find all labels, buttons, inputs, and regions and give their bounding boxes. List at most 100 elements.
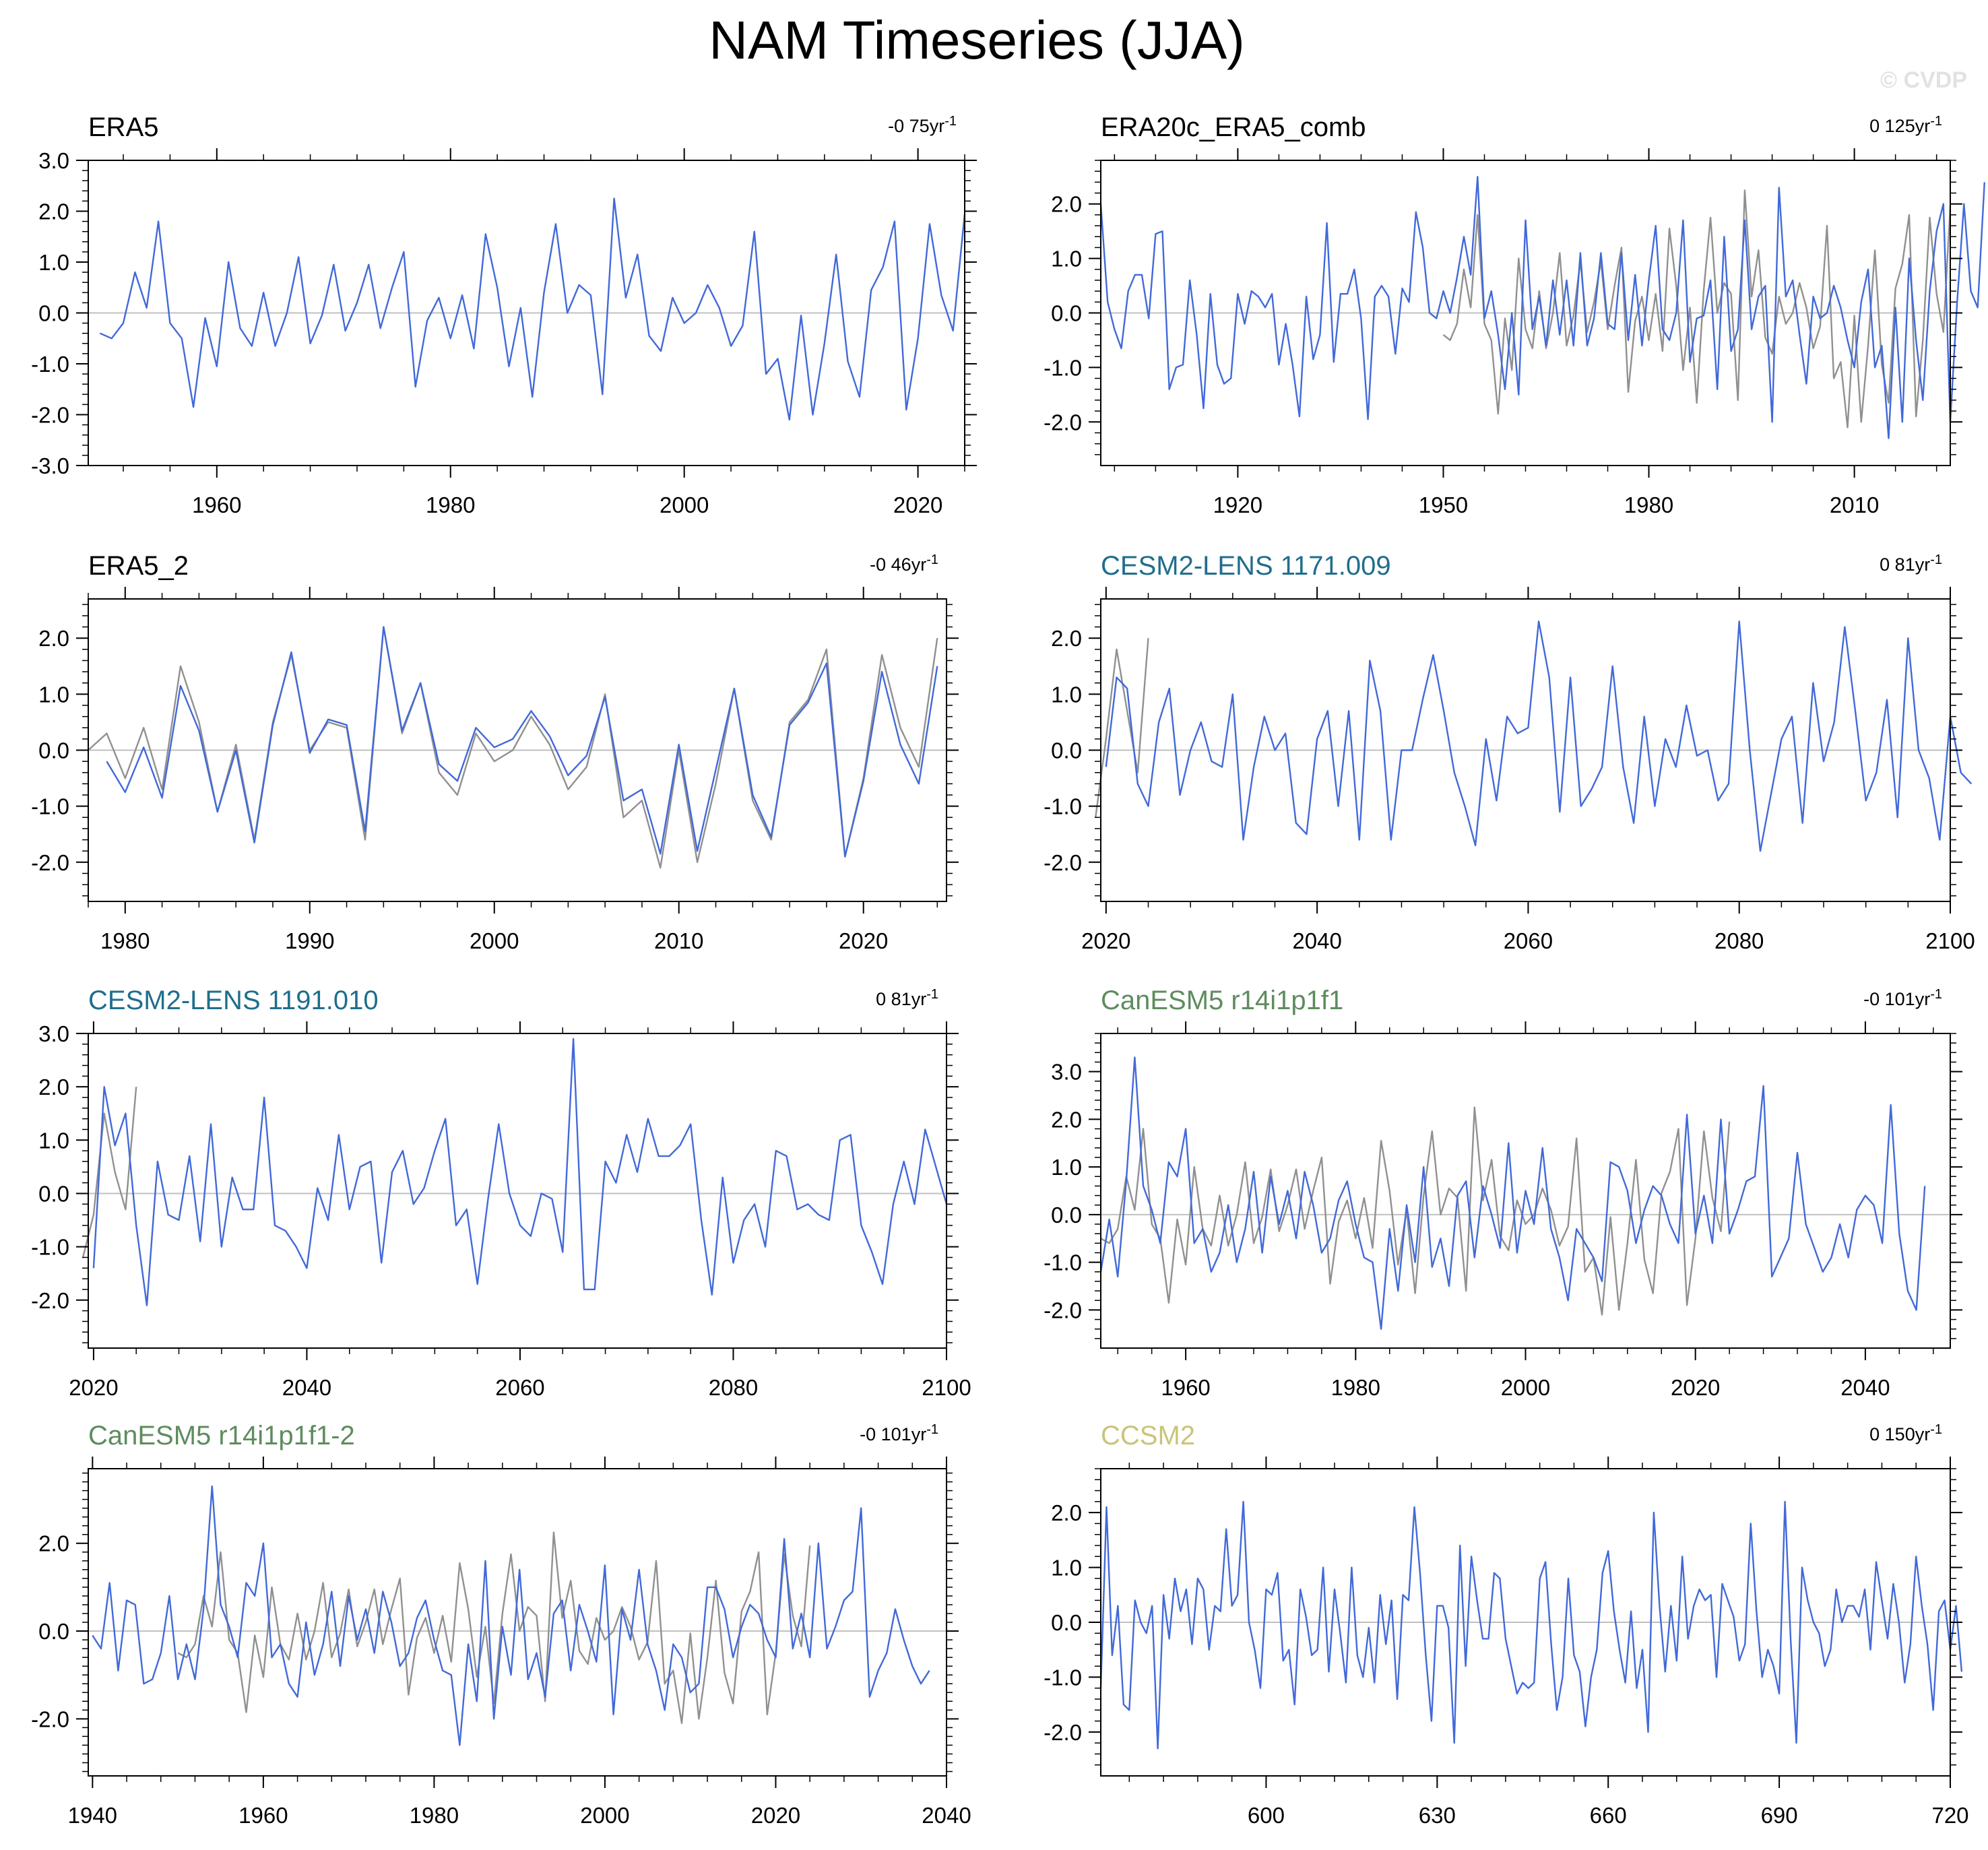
x-tick-label: 1980 (100, 928, 150, 953)
panel-6: CanESM5 r14i1p1f1 -0 101yr-1 -2.0 -1.0 0.0 1.… (1044, 986, 1962, 1400)
y-tick-label: 1.0 (38, 682, 69, 707)
y-tick-label: -1.0 (31, 352, 69, 377)
y-tick-label: -2.0 (31, 1707, 69, 1731)
y-tick-label: -2.0 (31, 1288, 69, 1313)
y-tick-label: 0.0 (1051, 1203, 1082, 1227)
series-reference-line (1442, 189, 1952, 428)
y-tick-label: -1.0 (1044, 1665, 1082, 1690)
series-reference-line (177, 1531, 811, 1725)
y-tick-label: 3.0 (1051, 1060, 1082, 1085)
y-tick-label: 3.0 (38, 148, 69, 173)
panel-title: ERA5_2 (88, 551, 189, 581)
x-tick-label: 2000 (1501, 1375, 1550, 1400)
x-tick-label: 720 (1931, 1803, 1968, 1828)
panel-7: CanESM5 r14i1p1f1-2 -0 101yr-1 -2.0 0.0 2.0 1… (31, 1421, 971, 1828)
y-tick-label: 0.0 (1051, 1610, 1082, 1635)
y-tick-label: -3.0 (31, 453, 69, 478)
y-tick-label: 2.0 (1051, 1500, 1082, 1525)
x-tick-label: 1920 (1213, 492, 1262, 517)
y-tick-label: 0.0 (1051, 301, 1082, 326)
y-tick-label: 2.0 (38, 626, 69, 651)
x-tick-label: 2020 (1081, 928, 1130, 953)
x-tick-label: 2060 (1504, 928, 1553, 953)
x-tick-label: 2080 (1714, 928, 1764, 953)
y-tick-label: 0.0 (38, 1619, 69, 1644)
x-tick-label: 1960 (192, 492, 241, 517)
trend-label: -0 101yr-1 (860, 1422, 938, 1444)
y-tick-label: 1.0 (1051, 1556, 1082, 1581)
y-tick-label: 2.0 (38, 199, 69, 224)
y-tick-label: 2.0 (1051, 192, 1082, 217)
series-model-line (1099, 176, 1985, 439)
x-tick-label: 2040 (282, 1375, 331, 1400)
series-reference-line (1100, 1106, 1731, 1316)
series-model-line (92, 1485, 930, 1746)
panel-title: CCSM2 (1101, 1421, 1195, 1450)
trend-label: -0 46yr-1 (870, 552, 938, 575)
y-tick-label: 2.0 (1051, 626, 1082, 651)
x-tick-label: 2060 (495, 1375, 544, 1400)
trend-label: 0 150yr-1 (1869, 1422, 1942, 1444)
figure-title: NAM Timeseries (JJA) (709, 10, 1245, 70)
y-tick-label: 2.0 (38, 1531, 69, 1556)
series-model-line (1099, 1500, 1963, 1750)
x-tick-label: 1980 (426, 492, 475, 517)
x-tick-label: 1980 (410, 1803, 459, 1828)
y-tick-label: -1.0 (1044, 1250, 1082, 1275)
panel-grid: ERA5 -0 75yr-1 -3.0 -2.0 -1.0 0.0 1.0 2.0 3.0 196… (31, 113, 1985, 1828)
series-model-line (1105, 620, 1973, 852)
y-tick-label: 2.0 (1051, 1107, 1082, 1132)
y-tick-label: -2.0 (1044, 410, 1082, 435)
x-tick-label: 630 (1419, 1803, 1456, 1828)
x-tick-label: 2020 (751, 1803, 800, 1828)
trend-label: -0 101yr-1 (1863, 987, 1942, 1009)
panel-title: CanESM5 r14i1p1f1-2 (88, 1421, 355, 1450)
y-tick-label: 1.0 (1051, 1155, 1082, 1180)
y-tick-label: 1.0 (38, 250, 69, 275)
y-tick-label: 1.0 (1051, 682, 1082, 707)
x-tick-label: 660 (1590, 1803, 1627, 1828)
x-tick-label: 2040 (1292, 928, 1341, 953)
series-model-line (1099, 1056, 1926, 1330)
x-tick-label: 600 (1248, 1803, 1285, 1828)
x-tick-label: 2040 (922, 1803, 971, 1828)
panel-title: ERA20c_ERA5_comb (1101, 113, 1366, 142)
series-model-line (106, 626, 938, 858)
x-tick-label: 1960 (1161, 1375, 1210, 1400)
y-tick-label: -2.0 (1044, 850, 1082, 875)
x-tick-label: 1950 (1419, 492, 1468, 517)
x-tick-label: 2010 (654, 928, 703, 953)
series-reference-line (82, 1087, 137, 1258)
y-tick-label: 1.0 (38, 1128, 69, 1153)
x-tick-label: 690 (1761, 1803, 1798, 1828)
panel-8: CCSM2 0 150yr-1 -2.0 -1.0 0.0 1.0 2.0 600 630 660… (1044, 1421, 1968, 1828)
panel-5: CESM2-LENS 1191.010 0 81yr-1 -2.0 -1.0 0.0 1.… (31, 986, 971, 1400)
x-tick-label: 2100 (922, 1375, 971, 1400)
x-tick-label: 2080 (709, 1375, 758, 1400)
y-tick-label: -2.0 (1044, 1298, 1082, 1322)
x-tick-label: 1960 (238, 1803, 288, 1828)
trend-label: 0 81yr-1 (876, 987, 938, 1009)
trend-label: 0 125yr-1 (1869, 114, 1942, 136)
y-tick-label: 3.0 (38, 1021, 69, 1046)
panel-title: CanESM5 r14i1p1f1 (1101, 986, 1343, 1015)
y-tick-label: 1.0 (1051, 247, 1082, 272)
trend-label: 0 81yr-1 (1880, 552, 1942, 575)
x-tick-label: 1940 (68, 1803, 117, 1828)
x-tick-label: 1990 (285, 928, 334, 953)
series-model-line (99, 197, 966, 421)
x-tick-label: 1980 (1624, 492, 1673, 517)
x-tick-label: 2000 (660, 492, 709, 517)
panel-2: ERA20c_ERA5_comb 0 125yr-1 -2.0 -1.0 0.0 1.0 2… (1044, 113, 1985, 517)
y-tick-label: -1.0 (31, 1235, 69, 1260)
trend-label: -0 75yr-1 (888, 114, 957, 136)
series-model-line (92, 1038, 948, 1306)
x-tick-label: 1980 (1331, 1375, 1380, 1400)
y-tick-label: 0.0 (38, 1181, 69, 1206)
panel-title: ERA5 (88, 113, 159, 142)
x-tick-label: 2100 (1925, 928, 1975, 953)
plot-frame (88, 1468, 947, 1777)
panel-title: CESM2-LENS 1191.010 (88, 986, 379, 1015)
panel-1: ERA5 -0 75yr-1 -3.0 -2.0 -1.0 0.0 1.0 2.0 3.0 196… (31, 113, 977, 517)
